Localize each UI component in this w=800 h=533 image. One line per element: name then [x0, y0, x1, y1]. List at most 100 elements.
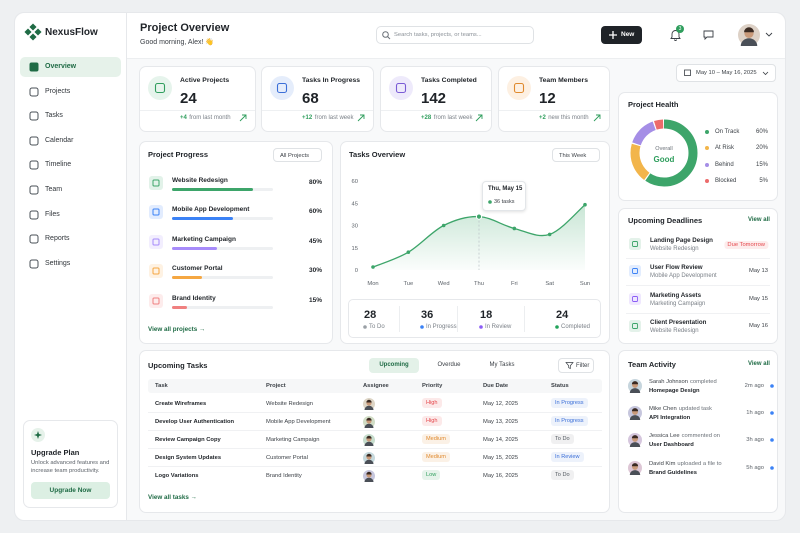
trend-arrow	[239, 114, 247, 122]
x-tick-label: Wed	[438, 281, 450, 287]
data-point	[475, 213, 483, 220]
deadline-icon-glyph	[632, 322, 638, 329]
row-divider	[148, 466, 602, 467]
chevron-shape	[765, 32, 773, 37]
nav-icon	[29, 160, 39, 170]
greeting: Good morning, Alex! 👋	[140, 39, 215, 46]
task-summary-box	[348, 299, 601, 338]
task-project: Customer Portal	[266, 455, 308, 461]
notification-badge[interactable]: 3	[676, 25, 684, 33]
project-percent: 30%	[308, 267, 322, 275]
legend-dot-shape	[705, 146, 709, 151]
chat-shape	[703, 30, 714, 41]
filter-dropdown[interactable]: All Projects	[273, 148, 322, 162]
trend-arrow	[475, 114, 483, 122]
filter-dropdown[interactable]: This Week	[552, 148, 600, 162]
view-all-link[interactable]: View all tasks →	[148, 494, 197, 501]
summary-divider	[456, 306, 458, 332]
avatar-body	[629, 388, 641, 393]
nav-item[interactable]: Team	[20, 180, 121, 200]
stat-label: Active Projects	[180, 77, 230, 84]
card-title: Project Health	[628, 100, 679, 109]
x-tick-label: Thu	[474, 281, 484, 287]
activity-text: Sarah Johnson completed	[649, 379, 717, 385]
avatar-body	[364, 477, 374, 482]
tab[interactable]: Overdue	[437, 362, 461, 368]
status-badge: In Review	[551, 452, 584, 462]
due-date: May 12, 2025	[483, 401, 519, 407]
nav-item[interactable]: Timeline	[20, 155, 121, 175]
chevron-icon	[762, 71, 769, 76]
summary-dot	[479, 325, 483, 329]
nav-item[interactable]: Files	[20, 205, 121, 225]
summary-label: In Review	[485, 324, 512, 330]
project-percent: 60%	[308, 208, 322, 216]
x-tick-label: Sun	[580, 281, 590, 287]
new-button[interactable]: New	[601, 26, 642, 44]
unread-dot-shape	[770, 438, 774, 443]
activity-action: updated task	[678, 406, 712, 413]
activity-action: completed	[690, 379, 717, 385]
stat-divider	[140, 110, 255, 111]
tab[interactable]: My Tasks	[489, 362, 515, 368]
date-range-button[interactable]	[676, 64, 776, 82]
deadline-due: May 13	[748, 268, 768, 275]
nav-item[interactable]: Calendar	[20, 131, 121, 151]
nav-item[interactable]: Settings	[20, 254, 121, 274]
nav-item[interactable]: Tasks	[20, 106, 121, 126]
legend-dot-shape	[705, 178, 709, 183]
team-activity-card	[618, 350, 778, 513]
avatar-body	[364, 405, 374, 410]
legend-label: On Track	[715, 129, 740, 135]
deadline-project: Marketing Campaign	[650, 300, 706, 307]
data-point	[547, 232, 552, 237]
deadline-icon	[629, 265, 641, 278]
summary-dot-shape	[420, 325, 424, 329]
filter-button[interactable]: Filter	[558, 358, 594, 373]
due-date: May 15, 2025	[483, 455, 519, 461]
avatar	[628, 460, 642, 475]
view-all-link[interactable]: View all	[748, 361, 770, 367]
avatar-hair	[366, 435, 372, 439]
legend-label: At Risk	[715, 145, 735, 152]
deadline-icon	[629, 238, 641, 250]
stat-period: from last month	[189, 115, 231, 121]
stat-icon	[389, 76, 413, 100]
upgrade-icon	[31, 428, 45, 442]
deadline-icon	[629, 319, 641, 332]
tab[interactable]: Upcoming	[369, 358, 419, 373]
avatar	[738, 24, 760, 46]
view-all-link[interactable]: View all	[748, 217, 770, 223]
project-health-card	[618, 92, 778, 201]
upgrade-button[interactable]: Upgrade Now	[31, 482, 110, 499]
avatar-hair	[631, 408, 639, 412]
date-range: May 10 – May 16, 2025	[696, 70, 757, 76]
priority-badge: Medium	[422, 452, 450, 462]
activity-target: User Dashboard	[649, 442, 694, 449]
legend-dot	[705, 130, 709, 134]
search-box[interactable]	[376, 26, 534, 44]
priority-badge: High	[422, 398, 442, 408]
project-percent: 45%	[308, 237, 322, 245]
legend-label: Behind	[715, 161, 734, 168]
y-tick-label: 30	[352, 224, 358, 230]
summary-value: 36	[421, 309, 434, 321]
task-project: Brand Identity	[266, 473, 302, 479]
unread-dot	[770, 411, 774, 415]
task-name: Logo Variations	[155, 473, 199, 479]
page-title: Project Overview	[140, 22, 230, 34]
nav-item[interactable]: Overview	[20, 57, 121, 77]
summary-divider	[524, 306, 525, 332]
deadline-icon-bg	[629, 319, 641, 332]
nav-item[interactable]: Projects	[20, 82, 121, 102]
card-title: Team Activity	[628, 360, 676, 369]
nav-icon-shape	[29, 234, 39, 244]
view-all-link[interactable]: View all projects →	[148, 326, 206, 333]
legend-value: 20%	[755, 145, 768, 152]
nav-item[interactable]: Reports	[20, 229, 121, 249]
stat-divider	[262, 110, 373, 111]
stat-period: from last week	[433, 115, 473, 121]
progress-fill	[172, 217, 233, 221]
nav-icon-shape	[29, 136, 39, 146]
avatar	[628, 406, 642, 421]
